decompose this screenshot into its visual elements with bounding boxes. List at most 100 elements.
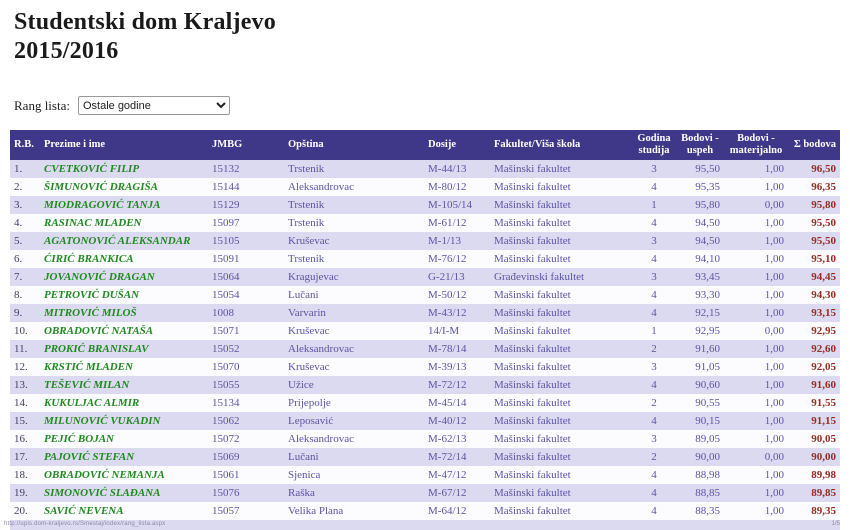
cell-bodovi-uspeh: 92,15: [695, 306, 720, 319]
cell-bodovi-materijalno: 1,00: [764, 270, 784, 283]
cell-dosije: M-62/13: [428, 432, 467, 445]
cell-rank: 20.: [14, 504, 28, 517]
cell-jmbg: 15071: [212, 324, 240, 337]
table-row: 12. KRSTIĆ MLADEN 15070 Kruševac M-39/13 Maši…: [10, 357, 840, 376]
col-header-godina: Godina studija: [632, 129, 676, 160]
cell-bodovi-materijalno: 1,00: [764, 360, 784, 373]
cell-student-name: RASINAC MLADEN: [44, 216, 142, 229]
cell-jmbg: 15064: [212, 270, 240, 283]
rank-list-label: Rang lista:: [14, 97, 70, 113]
cell-opstina: Lučani: [288, 288, 319, 301]
cell-godina-studija: 4: [651, 468, 657, 481]
table-row: 15. MILUNOVIĆ VUKADIN 15062 Leposavić M-40/1…: [10, 411, 840, 430]
cell-jmbg: 15069: [212, 450, 240, 463]
cell-suma-bodova: 96,35: [811, 180, 836, 193]
cell-rank: 14.: [14, 396, 28, 409]
cell-bodovi-materijalno: 1,00: [764, 468, 784, 481]
cell-dosije: M-64/12: [428, 504, 467, 517]
cell-godina-studija: 4: [651, 306, 657, 319]
table-row: 16. PEJIĆ BOJAN 15072 Aleksandrovac M-62/13 M…: [10, 429, 840, 448]
cell-rank: 9.: [14, 306, 23, 319]
cell-jmbg: 15097: [212, 216, 240, 229]
cell-godina-studija: 2: [651, 342, 657, 355]
cell-jmbg: 15076: [212, 486, 240, 499]
cell-opstina: Kruševac: [288, 360, 330, 373]
print-footer-url: http://upis.dom-kraljevo.rs/Smestaj/inde…: [4, 521, 166, 527]
cell-bodovi-uspeh: 95,35: [695, 180, 720, 193]
table-row: 11. PROKIĆ BRANISLAV 15052 Aleksandrovac M-7…: [10, 339, 840, 358]
table-row: 18. OBRADOVIĆ NEMANJA 15061 Sjenica M-47/12 M…: [10, 465, 840, 484]
print-footer-page-indicator: 1/5: [831, 521, 840, 527]
cell-godina-studija: 4: [651, 378, 657, 391]
cell-godina-studija: 3: [651, 432, 657, 445]
cell-dosije: M-45/14: [428, 396, 467, 409]
cell-fakultet: Mašinski fakultet: [494, 504, 571, 517]
cell-fakultet: Mašinski fakultet: [494, 234, 571, 247]
rank-list-select[interactable]: Ostale godine: [77, 96, 230, 116]
cell-suma-bodova: 92,95: [811, 324, 836, 337]
cell-suma-bodova: 95,50: [811, 216, 836, 229]
cell-jmbg: 1008: [212, 306, 234, 319]
cell-jmbg: 15052: [212, 342, 240, 355]
cell-fakultet: Mašinski fakultet: [494, 306, 571, 319]
cell-suma-bodova: 92,05: [811, 360, 836, 373]
cell-fakultet: Mašinski fakultet: [494, 432, 571, 445]
cell-bodovi-materijalno: 0,00: [764, 198, 784, 211]
cell-student-name: OBRADOVIĆ NATAŠA: [44, 324, 154, 337]
cell-dosije: M-39/13: [428, 360, 467, 373]
cell-opstina: Leposavić: [288, 414, 334, 427]
table-row: 14. KUKULJAC ALMIR 15134 Prijepolje M-45/14 M…: [10, 393, 840, 412]
cell-godina-studija: 2: [651, 396, 657, 409]
cell-dosije: M-43/12: [428, 306, 467, 319]
cell-rank: 7.: [14, 270, 23, 283]
cell-student-name: CVETKOVIĆ FILIP: [44, 162, 140, 175]
cell-bodovi-uspeh: 95,80: [695, 198, 720, 211]
cell-bodovi-materijalno: 1,00: [764, 288, 784, 301]
col-header-opstina: Opština: [284, 129, 424, 160]
cell-opstina: Trstenik: [288, 198, 325, 211]
cell-suma-bodova: 96,50: [811, 162, 836, 175]
cell-fakultet: Mašinski fakultet: [494, 324, 571, 337]
cell-bodovi-uspeh: 88,35: [695, 504, 720, 517]
cell-jmbg: 15105: [212, 234, 240, 247]
cell-opstina: Varvarin: [288, 306, 326, 319]
col-header-materijalno: Bodovi - materijalno: [724, 129, 788, 160]
cell-dosije: M-1/13: [428, 234, 461, 247]
cell-rank: 1.: [14, 162, 23, 175]
cell-jmbg: 15132: [212, 162, 240, 175]
table-row: 3. MIODRAGOVIĆ TANJA 15129 Trstenik M-105/14…: [10, 195, 840, 214]
cell-rank: 12.: [14, 360, 28, 373]
cell-fakultet: Mašinski fakultet: [494, 180, 571, 193]
cell-suma-bodova: 89,85: [811, 486, 836, 499]
cell-suma-bodova: 95,80: [811, 198, 836, 211]
cell-jmbg: 15062: [212, 414, 240, 427]
cell-fakultet: Građevinski fakultet: [494, 270, 585, 283]
cell-bodovi-uspeh: 91,60: [695, 342, 720, 355]
cell-dosije: M-80/12: [428, 180, 467, 193]
col-header-fakultet: Fakultet/Viša škola: [490, 129, 632, 160]
cell-student-name: KUKULJAC ALMIR: [44, 396, 140, 409]
col-header-rb: R.B.: [10, 129, 40, 160]
cell-dosije: M-61/12: [428, 216, 467, 229]
table-row: 10. OBRADOVIĆ NATAŠA 15071 Kruševac 14/I-M Ma…: [10, 321, 840, 340]
cell-rank: 17.: [14, 450, 28, 463]
cell-dosije: M-76/12: [428, 252, 467, 265]
cell-bodovi-materijalno: 1,00: [764, 162, 784, 175]
cell-rank: 8.: [14, 288, 23, 301]
cell-suma-bodova: 91,60: [811, 378, 836, 391]
cell-dosije: M-105/14: [428, 198, 472, 211]
cell-godina-studija: 4: [651, 252, 657, 265]
cell-bodovi-uspeh: 89,05: [695, 432, 720, 445]
cell-suma-bodova: 95,10: [811, 252, 836, 265]
table-row: 9. MITROVIĆ MILOŠ 1008 Varvarin M-43/12 Mašin…: [10, 303, 840, 322]
cell-bodovi-uspeh: 91,05: [695, 360, 720, 373]
col-header-uspeh: Bodovi - uspeh: [676, 129, 724, 160]
cell-bodovi-uspeh: 90,00: [695, 450, 720, 463]
cell-rank: 18.: [14, 468, 28, 481]
cell-fakultet: Mašinski fakultet: [494, 162, 571, 175]
cell-dosije: M-47/12: [428, 468, 467, 481]
rank-table-body: 1. CVETKOVIĆ FILIP 15132 Trstenik M-44/13 Maš…: [10, 159, 840, 530]
cell-bodovi-materijalno: 1,00: [764, 342, 784, 355]
col-header-dosije: Dosije: [424, 129, 490, 160]
cell-student-name: KRSTIĆ MLADEN: [44, 360, 133, 373]
